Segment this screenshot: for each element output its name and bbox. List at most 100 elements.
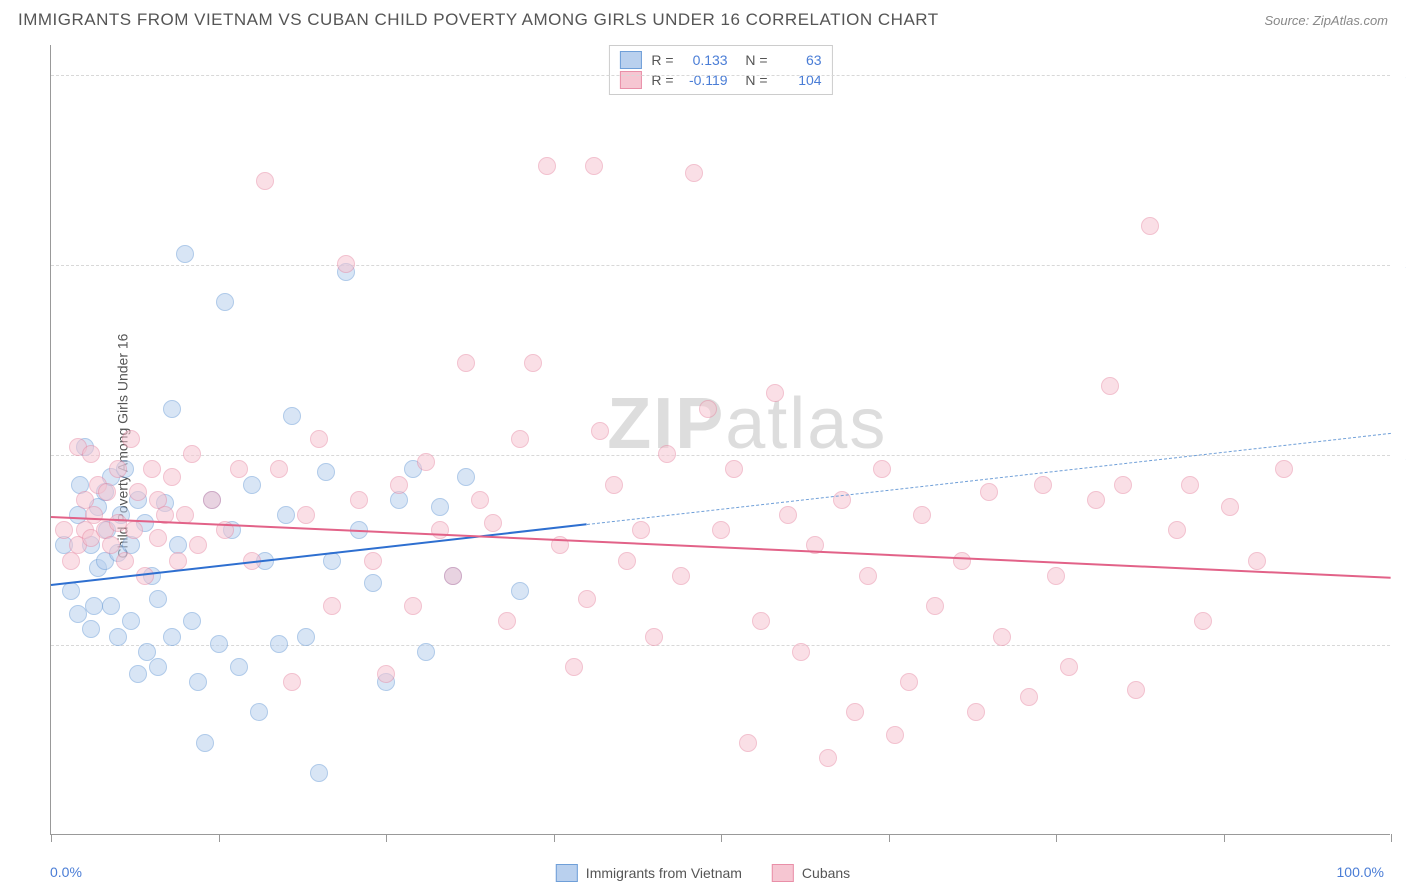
data-point bbox=[1141, 217, 1159, 235]
data-point bbox=[364, 574, 382, 592]
data-point bbox=[230, 658, 248, 676]
watermark-light: atlas bbox=[725, 384, 887, 464]
data-point bbox=[1047, 567, 1065, 585]
y-tick-label: 50.0% bbox=[1395, 67, 1406, 83]
data-point bbox=[163, 400, 181, 418]
data-point bbox=[183, 612, 201, 630]
data-point bbox=[1060, 658, 1078, 676]
x-tick bbox=[1056, 834, 1057, 842]
data-point bbox=[511, 430, 529, 448]
x-tick bbox=[1391, 834, 1392, 842]
data-point bbox=[846, 703, 864, 721]
data-point bbox=[993, 628, 1011, 646]
data-point bbox=[350, 491, 368, 509]
data-point bbox=[98, 483, 116, 501]
data-point bbox=[672, 567, 690, 585]
data-point bbox=[85, 597, 103, 615]
data-point bbox=[1101, 377, 1119, 395]
x-axis-min-label: 0.0% bbox=[50, 864, 82, 880]
legend-r-value: 0.133 bbox=[684, 52, 728, 68]
legend-swatch bbox=[619, 51, 641, 69]
data-point bbox=[605, 476, 623, 494]
gridline bbox=[51, 645, 1390, 646]
data-point bbox=[444, 567, 462, 585]
source-attribution: Source: ZipAtlas.com bbox=[1264, 13, 1388, 28]
data-point bbox=[230, 460, 248, 478]
data-point bbox=[886, 726, 904, 744]
data-point bbox=[297, 628, 315, 646]
data-point bbox=[471, 491, 489, 509]
scatter-plot-area: ZIPatlas R =0.133 N =63R =-0.119 N =104 … bbox=[50, 45, 1390, 835]
data-point bbox=[766, 384, 784, 402]
legend-n-value: 63 bbox=[778, 52, 822, 68]
data-point bbox=[792, 643, 810, 661]
data-point bbox=[317, 463, 335, 481]
y-tick-label: 37.5% bbox=[1395, 257, 1406, 273]
chart-title: IMMIGRANTS FROM VIETNAM VS CUBAN CHILD P… bbox=[18, 10, 939, 30]
data-point bbox=[484, 514, 502, 532]
data-point bbox=[1034, 476, 1052, 494]
data-point bbox=[859, 567, 877, 585]
data-point bbox=[163, 628, 181, 646]
data-point bbox=[524, 354, 542, 372]
data-point bbox=[196, 734, 214, 752]
x-tick bbox=[51, 834, 52, 842]
data-point bbox=[739, 734, 757, 752]
data-point bbox=[102, 536, 120, 554]
legend-swatch bbox=[556, 864, 578, 882]
data-point bbox=[913, 506, 931, 524]
data-point bbox=[283, 407, 301, 425]
legend-item: Immigrants from Vietnam bbox=[556, 864, 742, 882]
x-tick bbox=[721, 834, 722, 842]
legend-label: Immigrants from Vietnam bbox=[586, 865, 742, 881]
data-point bbox=[203, 491, 221, 509]
data-point bbox=[116, 552, 134, 570]
data-point bbox=[699, 400, 717, 418]
data-point bbox=[752, 612, 770, 630]
data-point bbox=[102, 597, 120, 615]
data-point bbox=[498, 612, 516, 630]
gridline bbox=[51, 265, 1390, 266]
data-point bbox=[122, 612, 140, 630]
legend-row: R =0.133 N =63 bbox=[619, 50, 821, 70]
legend-row: R =-0.119 N =104 bbox=[619, 70, 821, 90]
data-point bbox=[457, 468, 475, 486]
x-tick bbox=[1224, 834, 1225, 842]
data-point bbox=[417, 643, 435, 661]
data-point bbox=[82, 620, 100, 638]
data-point bbox=[189, 536, 207, 554]
data-point bbox=[967, 703, 985, 721]
data-point bbox=[712, 521, 730, 539]
data-point bbox=[1181, 476, 1199, 494]
data-point bbox=[725, 460, 743, 478]
gridline bbox=[51, 75, 1390, 76]
data-point bbox=[310, 430, 328, 448]
data-point bbox=[62, 582, 80, 600]
data-point bbox=[685, 164, 703, 182]
x-tick bbox=[889, 834, 890, 842]
data-point bbox=[1194, 612, 1212, 630]
data-point bbox=[323, 597, 341, 615]
data-point bbox=[277, 506, 295, 524]
data-point bbox=[270, 460, 288, 478]
data-point bbox=[1020, 688, 1038, 706]
data-point bbox=[390, 476, 408, 494]
data-point bbox=[250, 703, 268, 721]
data-point bbox=[658, 445, 676, 463]
data-point bbox=[618, 552, 636, 570]
data-point bbox=[176, 245, 194, 263]
x-axis-max-label: 100.0% bbox=[1337, 864, 1384, 880]
data-point bbox=[1087, 491, 1105, 509]
data-point bbox=[585, 157, 603, 175]
data-point bbox=[1248, 552, 1266, 570]
data-point bbox=[364, 552, 382, 570]
data-point bbox=[538, 157, 556, 175]
data-point bbox=[129, 483, 147, 501]
data-point bbox=[1114, 476, 1132, 494]
data-point bbox=[189, 673, 207, 691]
data-point bbox=[183, 445, 201, 463]
legend-label: Cubans bbox=[802, 865, 850, 881]
data-point bbox=[143, 460, 161, 478]
data-point bbox=[149, 658, 167, 676]
data-point bbox=[431, 498, 449, 516]
